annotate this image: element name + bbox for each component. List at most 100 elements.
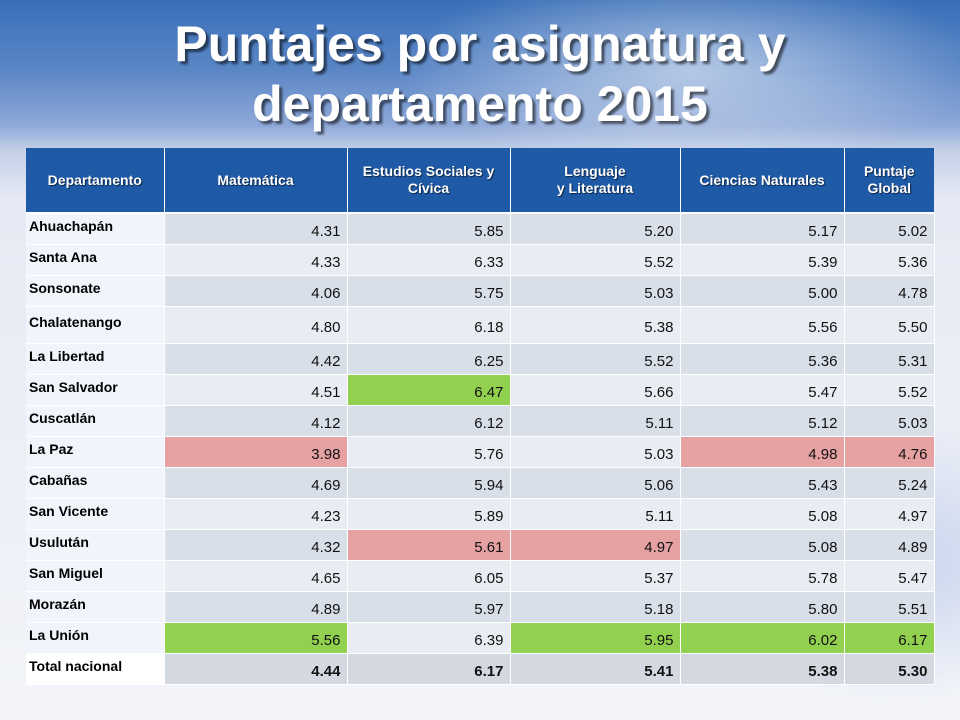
score-cell: 6.33	[347, 244, 511, 276]
score-cell: 4.69	[164, 467, 348, 499]
score-cell: 5.24	[844, 467, 935, 499]
score-cell: 5.11	[510, 498, 681, 530]
table-row: San Vicente 4.23 5.89 5.11 5.08 4.97	[26, 498, 935, 530]
score-cell: 5.36	[844, 244, 935, 276]
total-score-cell: 5.41	[510, 653, 681, 685]
departamento-cell: San Salvador	[26, 374, 165, 406]
score-cell: 4.33	[164, 244, 348, 276]
table-row: La Unión 5.56 6.39 5.95 6.02 6.17	[26, 622, 935, 654]
table-row: Usulután 4.32 5.61 4.97 5.08 4.89	[26, 529, 935, 561]
score-cell: 4.78	[844, 275, 935, 307]
score-cell: 5.51	[844, 591, 935, 623]
score-cell: 5.78	[680, 560, 845, 592]
score-cell: 5.85	[347, 213, 511, 245]
departamento-cell: Usulután	[26, 529, 165, 561]
score-cell: 5.08	[680, 529, 845, 561]
table-row: Sonsonate 4.06 5.75 5.03 5.00 4.78	[26, 275, 935, 307]
score-cell: 5.43	[680, 467, 845, 499]
score-cell: 3.98	[164, 436, 348, 468]
score-cell: 4.76	[844, 436, 935, 468]
score-cell: 5.56	[164, 622, 348, 654]
score-cell: 5.02	[844, 213, 935, 245]
header-departamento: Departamento	[26, 148, 165, 214]
score-cell: 4.12	[164, 405, 348, 437]
header-matematica: Matemática	[164, 148, 348, 214]
header-puntaje-global: Puntaje Global	[844, 148, 934, 214]
score-cell: 5.03	[510, 436, 681, 468]
score-cell: 5.47	[844, 560, 935, 592]
departamento-cell: Cabañas	[26, 467, 165, 499]
score-cell: 5.20	[510, 213, 681, 245]
table-body: Ahuachapán 4.31 5.85 5.20 5.17 5.02 Santa Ana 4…	[26, 213, 935, 685]
score-cell: 5.47	[680, 374, 845, 406]
score-cell: 4.31	[164, 213, 348, 245]
departamento-cell: La Libertad	[26, 343, 165, 375]
score-cell: 6.17	[844, 622, 935, 654]
departamento-cell: San Vicente	[26, 498, 165, 530]
score-cell: 4.89	[844, 529, 935, 561]
table-row: Morazán 4.89 5.97 5.18 5.80 5.51	[26, 591, 935, 623]
score-cell: 5.80	[680, 591, 845, 623]
score-cell: 5.08	[680, 498, 845, 530]
total-label: Total nacional	[26, 653, 165, 685]
score-cell: 5.52	[510, 244, 681, 276]
score-cell: 5.39	[680, 244, 845, 276]
departamento-cell: Morazán	[26, 591, 165, 623]
score-cell: 5.37	[510, 560, 681, 592]
score-cell: 5.03	[510, 275, 681, 307]
score-cell: 4.98	[680, 436, 845, 468]
score-cell: 5.06	[510, 467, 681, 499]
departamento-cell: Sonsonate	[26, 275, 165, 307]
score-cell: 5.12	[680, 405, 845, 437]
departamento-cell: San Miguel	[26, 560, 165, 592]
score-cell: 5.75	[347, 275, 511, 307]
score-cell: 6.05	[347, 560, 511, 592]
score-cell: 4.89	[164, 591, 348, 623]
total-score-cell: 4.44	[164, 653, 348, 685]
score-cell: 5.18	[510, 591, 681, 623]
score-cell: 6.39	[347, 622, 511, 654]
table-row: San Miguel 4.65 6.05 5.37 5.78 5.47	[26, 560, 935, 592]
departamento-cell: Ahuachapán	[26, 213, 165, 245]
header-ciencias-naturales: Ciencias Naturales	[680, 148, 845, 214]
departamento-cell: Cuscatlán	[26, 405, 165, 437]
score-cell: 6.12	[347, 405, 511, 437]
score-cell: 5.36	[680, 343, 845, 375]
score-cell: 6.25	[347, 343, 511, 375]
score-cell: 5.38	[510, 306, 681, 344]
table-header: Departamento Matemática Estudios Sociale…	[26, 148, 934, 214]
score-cell: 4.32	[164, 529, 348, 561]
table-row: Santa Ana 4.33 6.33 5.52 5.39 5.36	[26, 244, 935, 276]
departamento-cell: Santa Ana	[26, 244, 165, 276]
score-cell: 5.03	[844, 405, 935, 437]
table-row: Chalatenango 4.80 6.18 5.38 5.56 5.50	[26, 306, 935, 344]
score-cell: 5.89	[347, 498, 511, 530]
total-row: Total nacional 4.44 6.17 5.41 5.38 5.30	[26, 653, 935, 685]
scores-table: Departamento Matemática Estudios Sociale…	[26, 148, 935, 685]
score-cell: 5.66	[510, 374, 681, 406]
table-row: La Libertad 4.42 6.25 5.52 5.36 5.31	[26, 343, 935, 375]
header-estudios-sociales: Estudios Sociales y Cívica	[347, 148, 511, 214]
score-cell: 4.97	[510, 529, 681, 561]
score-cell: 5.50	[844, 306, 935, 344]
departamento-cell: La Paz	[26, 436, 165, 468]
score-cell: 5.97	[347, 591, 511, 623]
score-cell: 5.00	[680, 275, 845, 307]
score-cell: 5.52	[510, 343, 681, 375]
score-cell: 5.76	[347, 436, 511, 468]
table-row: Cuscatlán 4.12 6.12 5.11 5.12 5.03	[26, 405, 935, 437]
table-row: Cabañas 4.69 5.94 5.06 5.43 5.24	[26, 467, 935, 499]
score-cell: 4.97	[844, 498, 935, 530]
title-line-2: departamento 2015	[252, 76, 708, 132]
score-cell: 6.47	[347, 374, 511, 406]
total-score-cell: 5.38	[680, 653, 845, 685]
score-cell: 5.52	[844, 374, 935, 406]
table-row: San Salvador 4.51 6.47 5.66 5.47 5.52	[26, 374, 935, 406]
table-row: Ahuachapán 4.31 5.85 5.20 5.17 5.02	[26, 213, 935, 245]
score-cell: 5.61	[347, 529, 511, 561]
score-cell: 5.17	[680, 213, 845, 245]
departamento-cell: Chalatenango	[26, 306, 165, 344]
score-cell: 6.18	[347, 306, 511, 344]
total-score-cell: 5.30	[844, 653, 935, 685]
table-row: La Paz 3.98 5.76 5.03 4.98 4.76	[26, 436, 935, 468]
